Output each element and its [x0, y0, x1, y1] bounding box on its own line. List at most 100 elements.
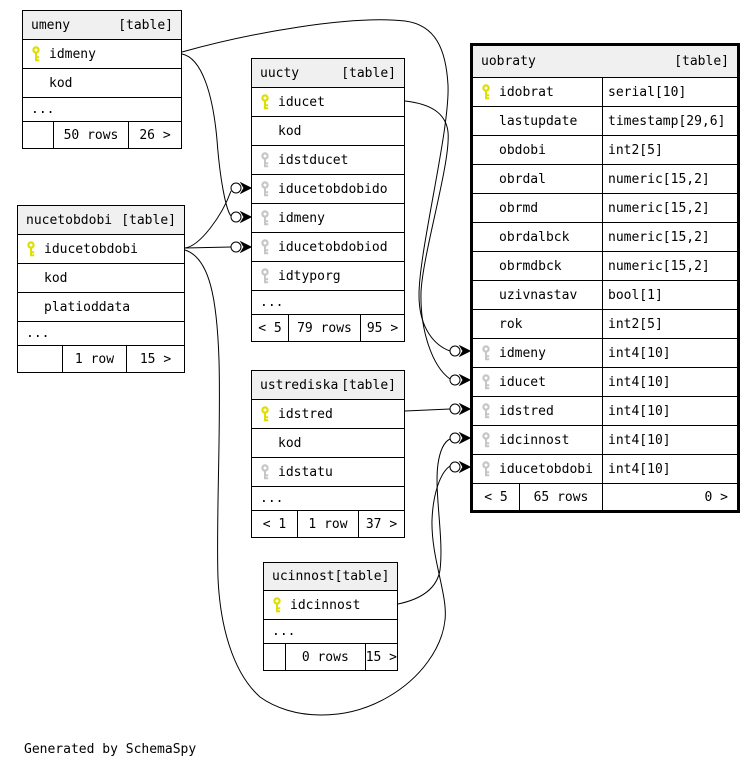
column-name: idobrat: [499, 84, 554, 100]
table-tag: [table]: [121, 212, 176, 228]
column-row: idcinnost int4[10]: [473, 426, 737, 455]
column-name: iducetobdobi: [44, 241, 138, 257]
column-type: serial[10]: [602, 78, 737, 106]
foreign-key-icon: [482, 432, 490, 448]
key-slot: [252, 181, 278, 197]
column-type: int4[10]: [602, 426, 737, 454]
table-footer: 0 rows 15 >: [264, 644, 397, 670]
column-name: rok: [499, 316, 523, 332]
primary-key-icon: [261, 406, 269, 422]
column-row: idcinnost: [264, 591, 397, 620]
table-footer: 1 row 15 >: [18, 346, 184, 372]
footer-parent-count: < 1: [252, 511, 298, 537]
table-footer: < 5 79 rows 95 >: [252, 315, 404, 341]
footer-child-count: 15 >: [139, 351, 172, 367]
footer-row-count: 1 row: [63, 346, 127, 372]
key-slot: [473, 403, 499, 419]
column-name: obrdal: [499, 171, 546, 187]
column-name: kod: [49, 75, 73, 91]
table-name: ucinnost: [272, 569, 335, 584]
footer-row-count: 50 rows: [54, 122, 129, 148]
table-tag: [table]: [341, 65, 396, 81]
foreign-key-icon: [482, 374, 490, 390]
relation-uucty-iducetobdobido-to-nucetobdobi-iducetobdobi: [184, 181, 253, 249]
table-tag: [table]: [674, 54, 729, 69]
table-name: nucetobdobi: [26, 212, 113, 228]
relation-uucty-idmeny-to-umeny-idmeny: [181, 53, 253, 224]
table-footer: < 1 1 row 37 >: [252, 511, 404, 537]
key-slot: [264, 597, 290, 613]
table-uucty[interactable]: uucty [table] iducet kod idstducet iduce…: [251, 58, 405, 342]
column-row: iducetobdobido: [252, 175, 404, 204]
column-row: iducetobdobi: [18, 235, 184, 264]
table-umeny[interactable]: umeny [table] idmeny kod ... 50 rows 26 …: [22, 10, 182, 149]
column-row: obdobi int2[5]: [473, 136, 737, 165]
key-slot: [23, 46, 49, 62]
table-columns: iducetobdobi kod platioddata ...: [18, 235, 184, 346]
table-tag: [table]: [341, 377, 396, 393]
column-name: iducetobdobi: [499, 461, 593, 477]
table-footer: 50 rows 26 >: [23, 122, 181, 148]
table-header: ucinnost [table]: [264, 563, 397, 591]
column-row: idstducet: [252, 146, 404, 175]
column-row: kod: [252, 429, 404, 458]
relation-uobraty-idcinnost-to-ucinnost-idcinnost: [397, 431, 472, 605]
more-columns-row: ...: [252, 487, 404, 511]
relation-uobraty-iducetobdobi-to-nucetobdobi-iducetobdobi: [184, 249, 472, 716]
table-columns: idcinnost ...: [264, 591, 397, 644]
key-slot: [252, 464, 278, 480]
column-row: lastupdate timestamp[29,6]: [473, 107, 737, 136]
column-type: int4[10]: [602, 397, 737, 425]
table-ucinnost[interactable]: ucinnost [table] idcinnost ... 0 rows 15…: [263, 562, 398, 671]
column-name: platioddata: [44, 299, 131, 315]
column-row: idstatu: [252, 458, 404, 487]
table-uobraty[interactable]: uobraty [table] idobrat serial[10] lastu…: [470, 43, 740, 513]
primary-key-icon: [27, 241, 35, 257]
footer-row-count: 65 rows: [520, 484, 603, 510]
footer-child-count: 37 >: [365, 516, 398, 532]
column-name: obdobi: [499, 142, 546, 158]
column-type: numeric[15,2]: [602, 194, 737, 222]
column-row: rok int2[5]: [473, 310, 737, 339]
column-type: int2[5]: [602, 310, 737, 338]
column-row: iducetobdobi int4[10]: [473, 455, 737, 484]
column-name: obrmdbck: [499, 258, 562, 274]
column-name: kod: [278, 123, 302, 139]
table-columns: idobrat serial[10] lastupdate timestamp[…: [473, 78, 737, 484]
key-slot: [473, 345, 499, 361]
footer-row-count: 79 rows: [289, 315, 361, 341]
column-name: kod: [278, 435, 302, 451]
foreign-key-icon: [261, 152, 269, 168]
column-row: iducetobdobiod: [252, 233, 404, 262]
column-row: kod: [252, 117, 404, 146]
key-slot: [252, 268, 278, 284]
more-columns-row: ...: [264, 620, 397, 644]
table-header: nucetobdobi [table]: [18, 206, 184, 235]
primary-key-icon: [32, 46, 40, 62]
column-row: iducet int4[10]: [473, 368, 737, 397]
column-name: uzivnastav: [499, 287, 578, 303]
footer-row-count: 0 rows: [286, 644, 366, 670]
key-slot: [473, 84, 499, 100]
relation-uucty-iducetobdobiod-to-nucetobdobi-iducetobdobi: [184, 240, 253, 254]
table-tag: [table]: [334, 569, 390, 584]
column-row: idstred int4[10]: [473, 397, 737, 426]
footer-row-count: 1 row: [298, 511, 359, 537]
table-name: ustrediska: [260, 377, 339, 393]
table-name: uucty: [260, 65, 300, 81]
column-row: obrdal numeric[15,2]: [473, 165, 737, 194]
key-slot: [252, 94, 278, 110]
key-slot: [252, 239, 278, 255]
table-columns: idmeny kod ...: [23, 40, 181, 122]
relation-uobraty-idstred-to-ustrediska-idstred: [404, 402, 472, 416]
column-name: obrmd: [499, 200, 539, 216]
column-row: idtyporg: [252, 262, 404, 291]
relation-uobraty-idmeny-to-umeny-idmeny: [181, 19, 472, 358]
footer-child-count: 95 >: [366, 320, 399, 336]
generator-credit: Generated by SchemaSpy: [24, 742, 197, 757]
table-nucetobdobi[interactable]: nucetobdobi [table] iducetobdobi kod pla…: [17, 205, 185, 373]
column-name: idcinnost: [290, 597, 361, 613]
column-name: idstatu: [278, 464, 333, 480]
column-type: int2[5]: [602, 136, 737, 164]
table-ustrediska[interactable]: ustrediska [table] idstred kod idstatu .…: [251, 370, 405, 538]
